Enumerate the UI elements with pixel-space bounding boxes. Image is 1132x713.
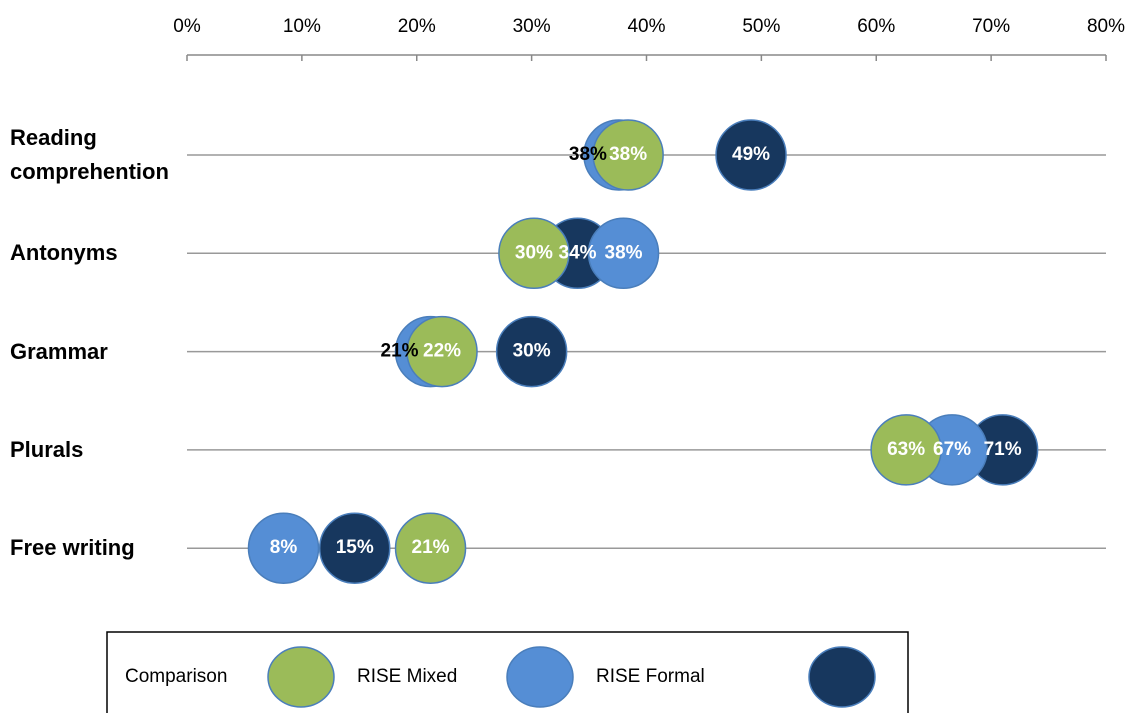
dot xyxy=(495,315,568,388)
dot xyxy=(870,414,942,486)
data-label: 63% xyxy=(887,439,925,460)
data-label: 67% xyxy=(933,439,971,460)
category-label-box: Antonyms xyxy=(10,240,118,266)
x-tick-label: 30% xyxy=(513,16,551,37)
data-label: 34% xyxy=(559,242,597,263)
category-label-box: Plurals xyxy=(10,436,84,462)
category-label-box: Grammar xyxy=(10,338,108,364)
data-label: 30% xyxy=(515,242,553,263)
x-tick-label: 60% xyxy=(857,16,895,37)
data-label: 38% xyxy=(609,144,647,165)
legend-swatch xyxy=(808,646,876,708)
legend-swatch xyxy=(506,646,574,708)
dot xyxy=(394,512,467,584)
x-tick-label: 80% xyxy=(1087,16,1125,37)
dot xyxy=(592,119,664,191)
legend-label: RISE Formal xyxy=(596,666,705,687)
legend-swatch xyxy=(267,646,335,708)
category-label-box: Reading comprehention xyxy=(10,125,169,184)
data-label: 22% xyxy=(423,341,461,362)
dot xyxy=(247,512,320,584)
legend-label: RISE Mixed xyxy=(357,666,457,687)
category-label: Antonyms xyxy=(10,240,118,266)
category-label: Reading comprehention xyxy=(10,125,169,184)
data-label: 21% xyxy=(381,341,419,362)
x-tick-label: 70% xyxy=(972,16,1010,37)
category-label: Grammar xyxy=(10,338,108,364)
x-tick-label: 50% xyxy=(742,16,780,37)
x-tick-label: 0% xyxy=(173,16,201,37)
dot xyxy=(715,119,787,191)
dot xyxy=(498,217,570,290)
data-label: 15% xyxy=(336,537,374,558)
category-label: Free writing xyxy=(10,535,135,561)
dot xyxy=(587,217,660,290)
data-label: 30% xyxy=(513,341,551,362)
dot xyxy=(406,315,478,388)
data-label: 38% xyxy=(605,242,643,263)
category-label: Plurals xyxy=(10,436,84,462)
legend-label: Comparison xyxy=(125,666,227,687)
dot xyxy=(318,512,391,584)
data-label: 49% xyxy=(732,144,770,165)
category-label-box: Free writing xyxy=(10,535,135,561)
data-label: 21% xyxy=(412,537,450,558)
x-tick-label: 10% xyxy=(283,16,321,37)
data-label: 71% xyxy=(984,439,1022,460)
x-tick-label: 40% xyxy=(627,16,665,37)
data-label: 38% xyxy=(569,144,607,165)
x-tick-label: 20% xyxy=(398,16,436,37)
data-label: 8% xyxy=(270,537,298,558)
